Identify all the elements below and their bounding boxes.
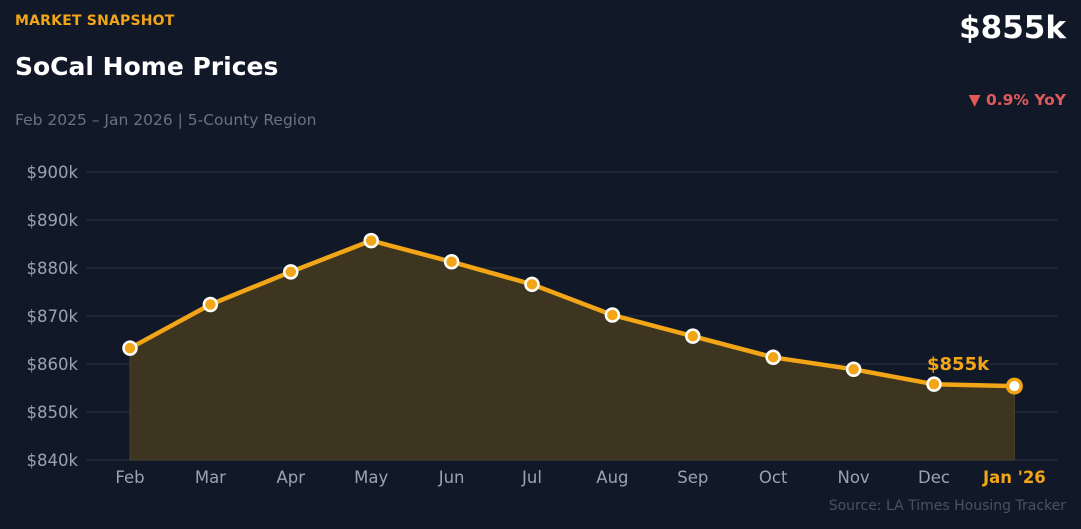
chart-subtitle: Feb 2025 – Jan 2026 | 5-County Region <box>15 111 317 129</box>
data-point <box>443 254 460 270</box>
data-point <box>765 349 781 366</box>
y-tick-label: $840k <box>26 451 78 470</box>
callout-label: $855k <box>927 354 990 375</box>
y-tick-label: $870k <box>26 307 78 326</box>
x-tick-label: Jan '26 <box>982 468 1046 487</box>
series-line <box>127 238 1017 389</box>
data-point <box>363 232 379 249</box>
x-tick-label: May <box>354 468 388 487</box>
data-point <box>845 361 862 378</box>
x-tick-label: Dec <box>918 468 950 487</box>
data-point-current-core <box>1009 381 1020 392</box>
x-tick-label: Jun <box>438 468 465 487</box>
area-fill <box>129 240 1015 461</box>
data-point <box>524 276 540 293</box>
y-tick-label: $850k <box>26 403 78 422</box>
data-point <box>604 307 621 323</box>
data-point <box>202 296 219 313</box>
x-tick-label: Jul <box>521 468 542 487</box>
data-point <box>122 340 138 356</box>
y-tick-label: $860k <box>26 355 78 374</box>
y-tick-label: $890k <box>26 211 78 230</box>
x-tick-label: Nov <box>837 468 869 487</box>
x-tick-label: Aug <box>596 468 628 487</box>
data-point <box>685 328 701 344</box>
source-note: Source: LA Times Housing Tracker <box>828 498 1066 514</box>
x-tick-label: Sep <box>677 468 708 487</box>
y-tick-label: $900k <box>26 163 78 182</box>
y-axis-ticks: $840k $850k $860k $870k $880k $890k $900k <box>26 163 78 470</box>
x-tick-label: Mar <box>195 468 226 487</box>
x-tick-label: Feb <box>115 468 144 487</box>
data-point <box>283 264 299 280</box>
x-tick-label: Oct <box>759 468 788 487</box>
chart-title: SoCal Home Prices <box>15 52 279 81</box>
data-points <box>122 232 1023 395</box>
current-price: $855k <box>959 10 1066 46</box>
x-tick-label: Apr <box>277 468 306 487</box>
yoy-change-badge: ▼ 0.9% YoY <box>968 91 1066 109</box>
x-axis-ticks: Feb Mar Apr May Jun Jul Aug Sep Oct Nov Dec Jan '26 <box>115 468 1045 487</box>
y-tick-label: $880k <box>26 259 78 278</box>
eyebrow-label: MARKET SNAPSHOT <box>15 13 175 29</box>
data-point <box>926 376 942 392</box>
